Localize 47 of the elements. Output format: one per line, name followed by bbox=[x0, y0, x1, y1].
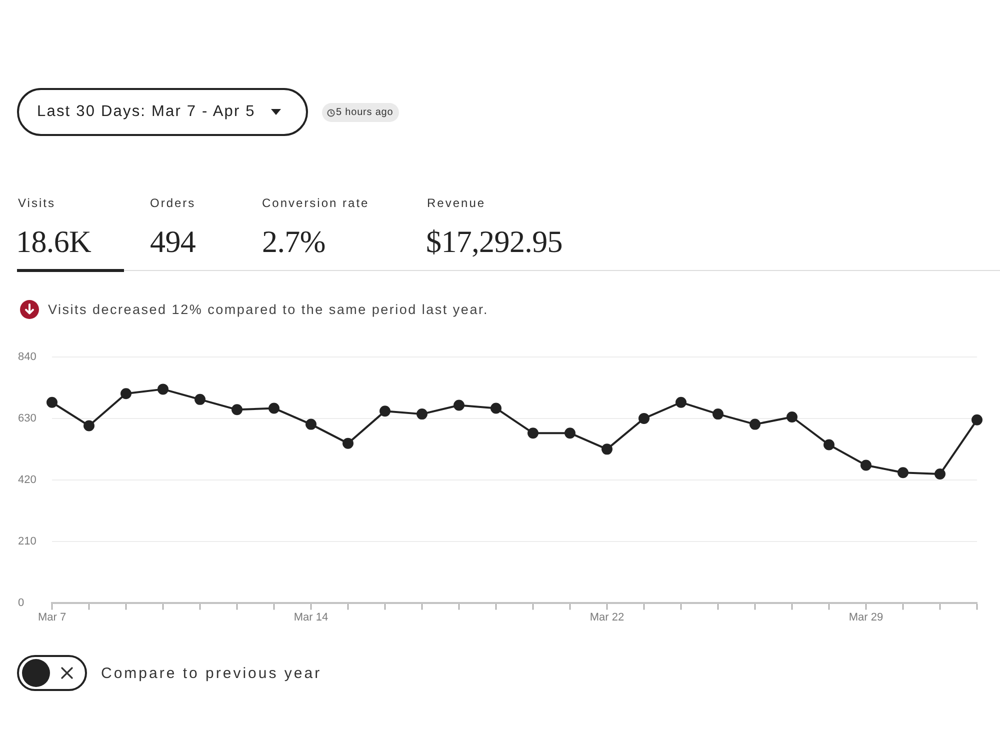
dropdown-button: Last 30 Days: Mar 7 - Apr 5 bbox=[17, 88, 308, 136]
point bbox=[898, 467, 908, 478]
text: 2.7% bbox=[262, 224, 326, 260]
point bbox=[84, 420, 94, 432]
text: Revenue bbox=[427, 196, 486, 210]
x-tick-label: Mar 14 bbox=[294, 611, 328, 624]
text: 494 bbox=[150, 224, 196, 260]
point bbox=[120, 388, 132, 400]
x-tick-label: Mar 7 bbox=[38, 611, 66, 624]
y-tick-label: 0 bbox=[18, 596, 24, 609]
point bbox=[158, 384, 168, 395]
text: Visits decreased 12% compared to the same period last year. bbox=[48, 302, 488, 316]
x-tick-label: Mar 22 bbox=[590, 611, 624, 624]
point bbox=[824, 439, 834, 450]
y-tick-label: 420 bbox=[18, 474, 36, 486]
point bbox=[46, 396, 58, 408]
point bbox=[750, 418, 760, 430]
point bbox=[712, 408, 724, 420]
point bbox=[416, 408, 428, 420]
point bbox=[194, 394, 206, 405]
point bbox=[602, 444, 612, 455]
text: Orders bbox=[150, 196, 196, 210]
point bbox=[342, 438, 354, 449]
point bbox=[972, 414, 982, 426]
point bbox=[380, 406, 390, 417]
text: $17,292.95 bbox=[426, 224, 563, 260]
y-tick-label: 210 bbox=[18, 535, 36, 548]
point bbox=[528, 428, 538, 439]
point bbox=[564, 428, 576, 439]
text: 18.6K bbox=[16, 224, 92, 260]
text: Conversion rate bbox=[262, 196, 370, 210]
point bbox=[454, 400, 464, 411]
time-badge: 5 hours ago bbox=[322, 103, 400, 122]
text: Compare to previous year bbox=[101, 664, 322, 682]
point bbox=[860, 460, 872, 471]
point bbox=[934, 468, 946, 480]
point bbox=[268, 402, 280, 414]
point bbox=[306, 418, 316, 430]
point bbox=[676, 396, 686, 408]
x-tick-label: Mar 29 bbox=[848, 611, 884, 624]
point bbox=[786, 411, 798, 422]
y-tick-label: 840 bbox=[18, 351, 36, 364]
point bbox=[490, 402, 502, 414]
y-tick-label: 630 bbox=[18, 412, 36, 424]
text: Visits bbox=[18, 196, 56, 210]
point bbox=[638, 412, 650, 424]
point bbox=[232, 404, 242, 416]
